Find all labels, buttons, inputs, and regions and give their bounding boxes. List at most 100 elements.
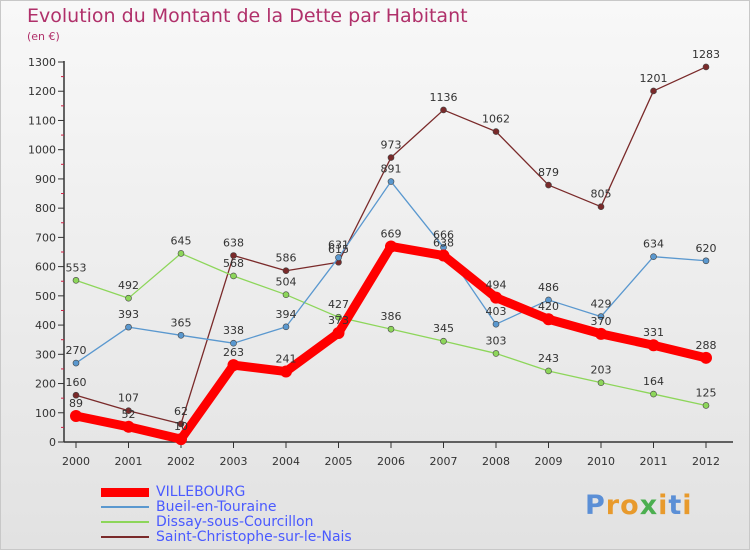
x-tick-label: 2005 bbox=[325, 455, 353, 468]
data-label: 160 bbox=[66, 376, 87, 389]
data-label: 568 bbox=[223, 257, 244, 270]
data-point bbox=[175, 433, 187, 446]
data-label: 345 bbox=[433, 322, 454, 335]
y-tick-label: 1200 bbox=[28, 85, 56, 98]
data-point bbox=[230, 252, 237, 259]
brand-letter: i bbox=[682, 490, 693, 521]
data-label: 263 bbox=[223, 346, 244, 359]
data-point bbox=[650, 253, 657, 260]
data-point bbox=[125, 407, 132, 415]
y-tick-label: 500 bbox=[35, 290, 56, 303]
x-tick-label: 2002 bbox=[167, 455, 195, 468]
data-point bbox=[125, 323, 132, 331]
data-label: 288 bbox=[696, 339, 717, 352]
data-label: 365 bbox=[171, 316, 192, 329]
data-point bbox=[280, 365, 292, 378]
data-label: 10 bbox=[174, 420, 188, 433]
data-point bbox=[282, 267, 290, 275]
data-point bbox=[177, 332, 185, 339]
data-label: 420 bbox=[538, 300, 559, 313]
y-tick-label: 600 bbox=[35, 261, 56, 274]
data-label: 586 bbox=[276, 252, 297, 265]
data-label: 638 bbox=[223, 237, 244, 250]
data-point bbox=[387, 325, 395, 333]
brand-letter: i bbox=[658, 490, 669, 521]
data-label: 1136 bbox=[430, 91, 458, 104]
legend-swatch bbox=[101, 521, 149, 523]
data-label: 669 bbox=[381, 227, 402, 240]
data-label: 125 bbox=[696, 386, 717, 399]
data-label: 370 bbox=[591, 315, 612, 328]
data-point bbox=[545, 367, 552, 375]
data-point bbox=[177, 420, 185, 428]
data-label: 393 bbox=[118, 308, 139, 321]
data-point bbox=[545, 181, 552, 189]
data-label: 303 bbox=[486, 334, 507, 347]
data-label: 427 bbox=[328, 298, 349, 311]
data-label: 89 bbox=[69, 397, 83, 410]
data-point bbox=[440, 337, 447, 345]
y-tick-label: 1100 bbox=[28, 114, 56, 127]
y-tick-label: 900 bbox=[35, 173, 56, 186]
data-label: 645 bbox=[171, 234, 192, 247]
y-tick-label: 1300 bbox=[28, 56, 56, 69]
data-label: 52 bbox=[122, 408, 136, 421]
x-axis-ticks: 2000 2001 2002 2003 2004 2005 2006 2007 2008 2009… bbox=[62, 442, 720, 468]
y-tick-label: 800 bbox=[35, 202, 56, 215]
data-label: 373 bbox=[328, 314, 349, 327]
x-tick-label: 2008 bbox=[482, 455, 510, 468]
data-point bbox=[542, 313, 555, 326]
data-point bbox=[650, 390, 657, 398]
legend-label: Saint-Christophe-sur-le-Nais bbox=[156, 529, 352, 545]
data-label: 429 bbox=[591, 298, 612, 311]
data-point bbox=[702, 63, 710, 71]
data-point bbox=[177, 250, 185, 257]
data-label: 631 bbox=[328, 239, 349, 252]
data-label: 891 bbox=[381, 163, 402, 176]
brand-letter: r bbox=[605, 490, 621, 521]
data-point bbox=[230, 339, 237, 347]
brand-letter: x bbox=[639, 490, 659, 521]
data-point bbox=[492, 350, 500, 357]
brand-letter: P bbox=[585, 490, 606, 521]
data-point bbox=[595, 327, 607, 340]
data-point bbox=[385, 240, 397, 253]
data-label: 394 bbox=[276, 308, 297, 321]
data-point bbox=[230, 272, 237, 280]
data-point bbox=[72, 359, 80, 367]
series-layer bbox=[70, 63, 712, 446]
data-label: 1062 bbox=[482, 113, 510, 126]
x-tick-label: 2011 bbox=[640, 455, 668, 468]
data-point bbox=[597, 203, 605, 210]
data-label: 1283 bbox=[692, 48, 720, 61]
y-tick-label: 400 bbox=[35, 319, 56, 332]
data-label: 805 bbox=[591, 188, 612, 201]
data-label: 243 bbox=[538, 352, 559, 365]
data-point bbox=[440, 106, 447, 114]
data-point bbox=[702, 257, 710, 265]
series-line bbox=[71, 241, 711, 444]
data-label: 504 bbox=[276, 276, 297, 289]
data-label: 615 bbox=[328, 243, 349, 256]
data-point bbox=[335, 254, 342, 261]
data-label: 973 bbox=[381, 139, 402, 152]
data-point bbox=[650, 87, 657, 95]
x-tick-label: 2006 bbox=[377, 455, 405, 468]
data-label: 403 bbox=[486, 305, 507, 318]
legend-label: Bueil-en-Touraine bbox=[156, 499, 277, 515]
chart-unit: (en €) bbox=[27, 30, 60, 43]
y-tick-label: 0 bbox=[49, 436, 56, 449]
data-point bbox=[282, 291, 290, 298]
y-tick-label: 200 bbox=[35, 378, 56, 391]
legend-swatch bbox=[101, 487, 149, 497]
x-tick-label: 2000 bbox=[62, 455, 90, 468]
legend-swatch bbox=[101, 536, 149, 538]
data-label: 486 bbox=[538, 281, 559, 294]
data-point bbox=[700, 351, 712, 364]
data-label: 553 bbox=[66, 261, 87, 274]
y-tick-label: 1000 bbox=[28, 144, 56, 157]
legend-label: Dissay-sous-Courcillon bbox=[156, 514, 314, 530]
brand-letter: o bbox=[620, 490, 640, 521]
data-point bbox=[545, 296, 552, 304]
